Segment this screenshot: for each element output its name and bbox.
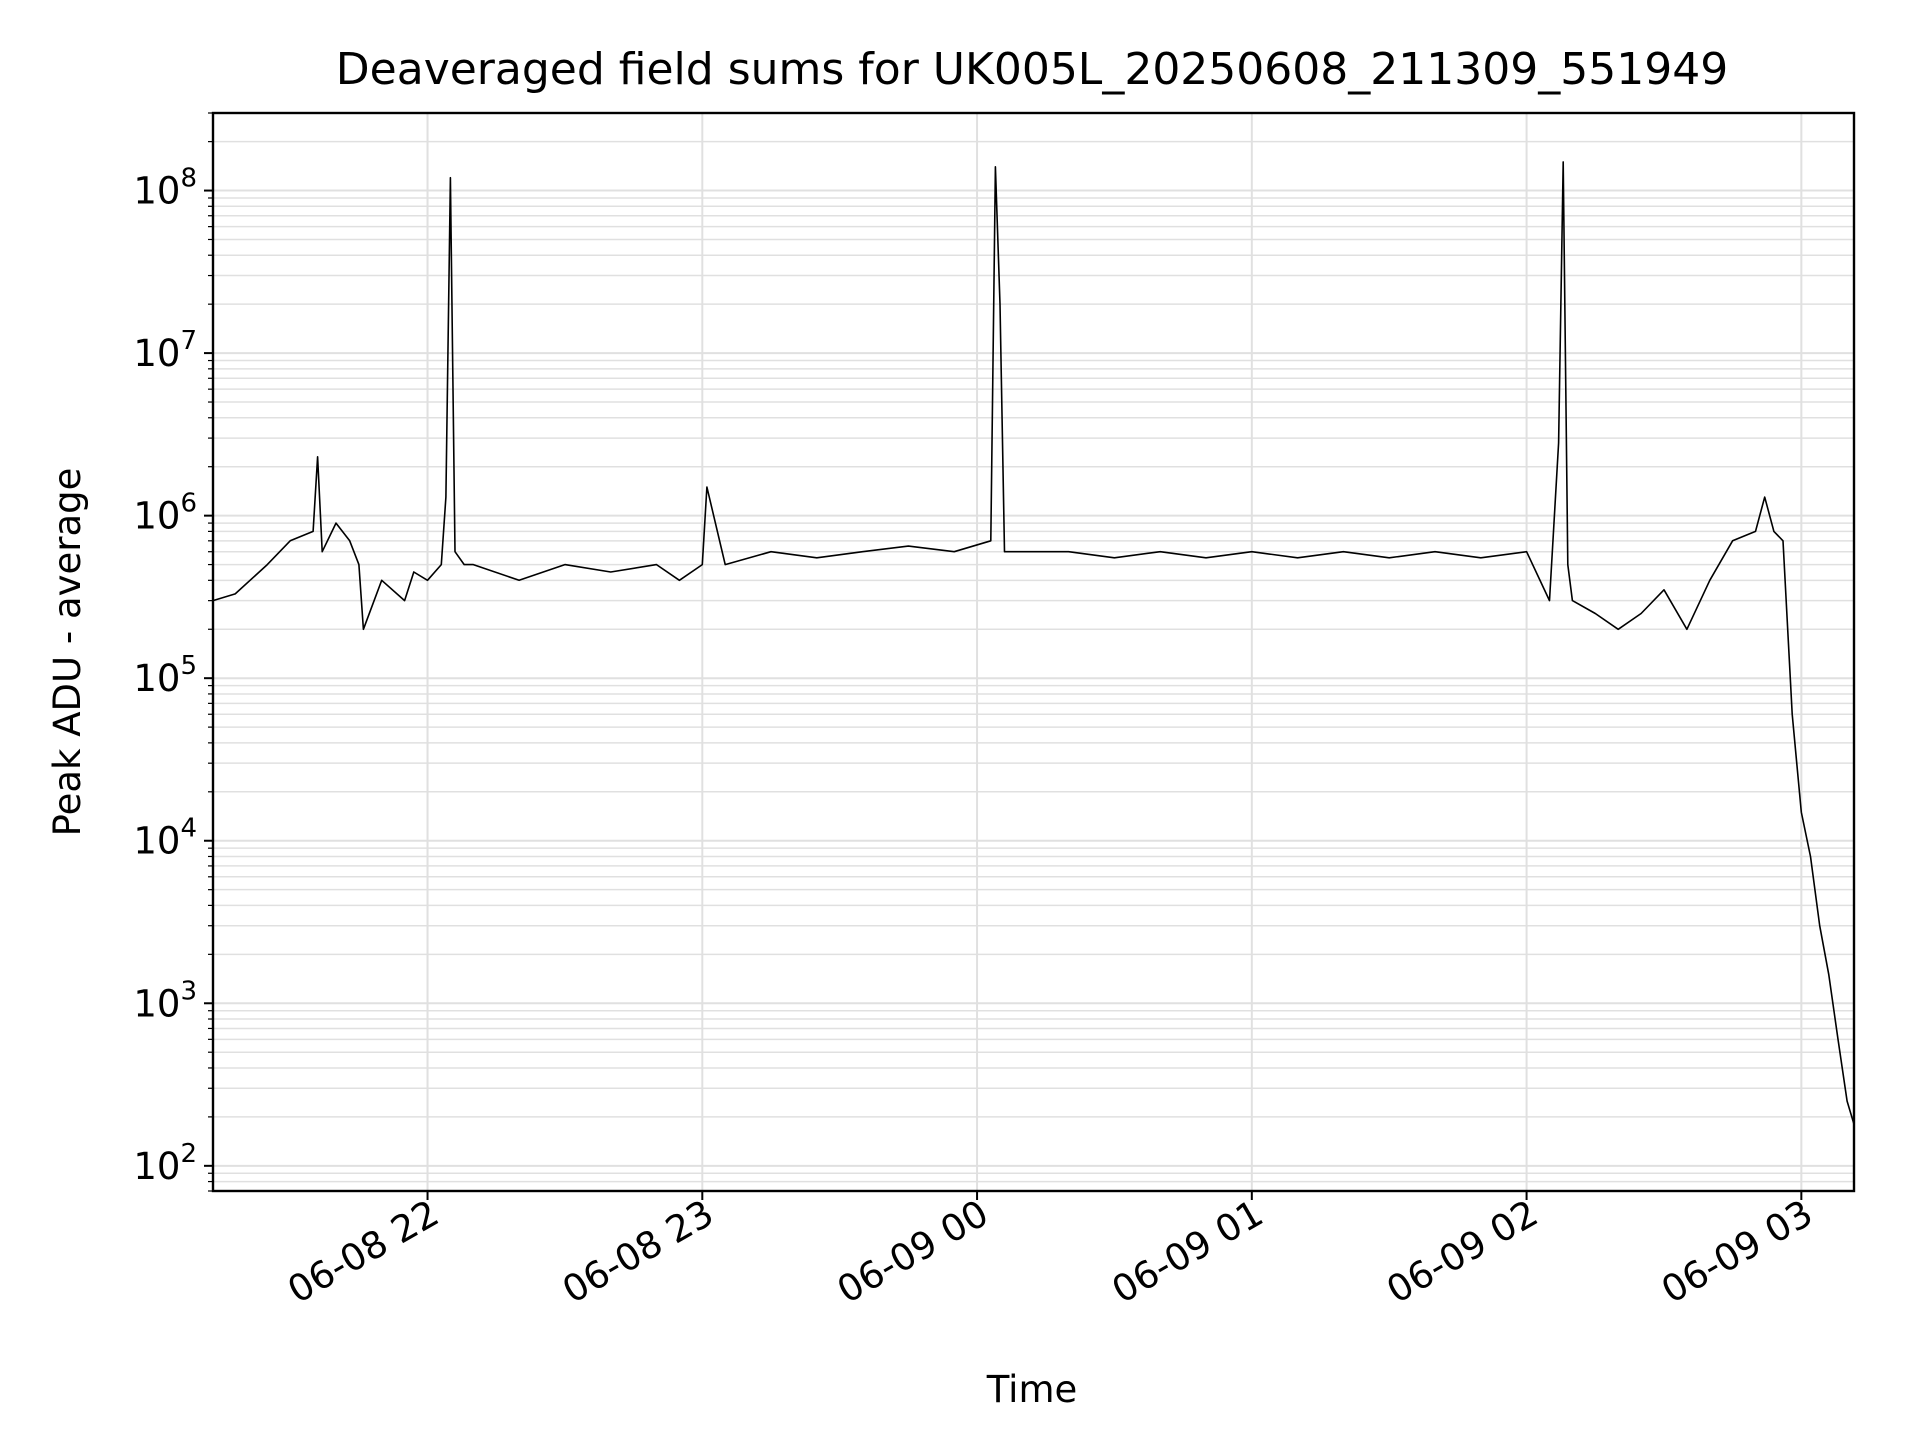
- y-axis: 102 103 104 105 106 107 108: [133, 112, 213, 1192]
- y-tick-label: 105: [133, 651, 197, 700]
- y-tick-label: 102: [133, 1139, 197, 1188]
- data-series: [212, 161, 1855, 1125]
- y-tick-label: 106: [133, 489, 197, 538]
- series-line: [212, 161, 1855, 1125]
- y-tick-label: 104: [133, 814, 197, 863]
- y-tick-label: 103: [133, 976, 197, 1025]
- plot-frame: [211, 111, 1856, 1193]
- grid-lines: [213, 112, 1854, 1192]
- y-axis-label: Peak ADU - average: [46, 468, 89, 837]
- x-axis-label: Time: [986, 1368, 1078, 1411]
- y-tick-label: 107: [133, 326, 197, 375]
- y-tick-label: 108: [133, 164, 197, 213]
- chart-title: Deaveraged field sums for UK005L_2025060…: [336, 44, 1728, 95]
